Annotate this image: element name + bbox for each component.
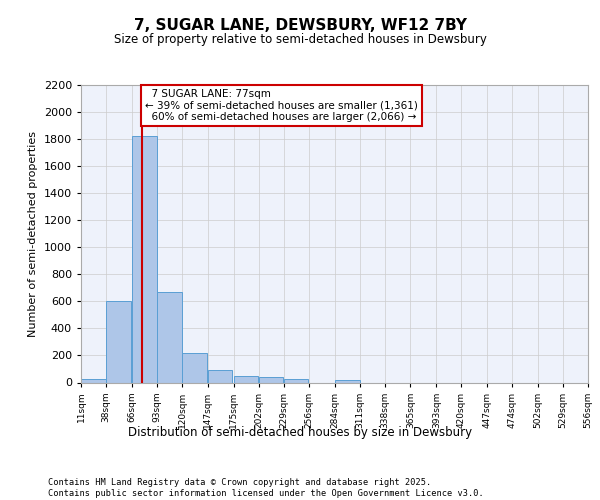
Text: Distribution of semi-detached houses by size in Dewsbury: Distribution of semi-detached houses by … — [128, 426, 472, 439]
Bar — [233, 376, 258, 382]
Text: 7, SUGAR LANE, DEWSBURY, WF12 7BY: 7, SUGAR LANE, DEWSBURY, WF12 7BY — [133, 18, 467, 32]
Text: Contains HM Land Registry data © Crown copyright and database right 2025.
Contai: Contains HM Land Registry data © Crown c… — [48, 478, 484, 498]
Bar — [157, 292, 182, 382]
Bar — [208, 370, 232, 382]
Bar — [259, 378, 283, 382]
Bar — [81, 379, 106, 382]
Bar — [335, 380, 359, 382]
Bar — [182, 354, 207, 382]
Bar — [106, 302, 131, 382]
Text: Size of property relative to semi-detached houses in Dewsbury: Size of property relative to semi-detach… — [113, 32, 487, 46]
Bar — [284, 379, 308, 382]
Y-axis label: Number of semi-detached properties: Number of semi-detached properties — [28, 130, 38, 337]
Bar — [132, 136, 157, 382]
Text: 7 SUGAR LANE: 77sqm
← 39% of semi-detached houses are smaller (1,361)
  60% of s: 7 SUGAR LANE: 77sqm ← 39% of semi-detach… — [145, 89, 418, 122]
